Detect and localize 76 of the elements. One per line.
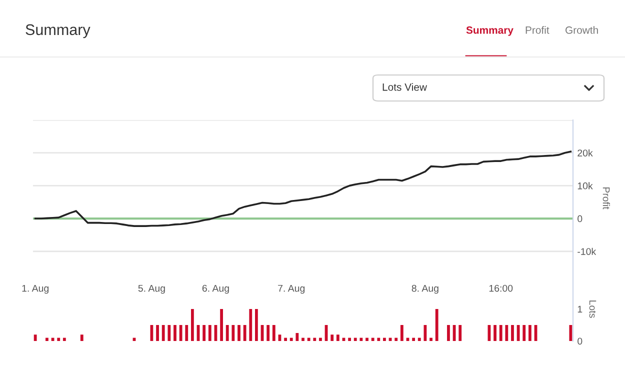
x-tick-label: 6. Aug	[202, 284, 229, 294]
chart-title: Summary	[26, 24, 90, 38]
bar	[394, 338, 398, 341]
bar	[366, 338, 368, 341]
bar	[336, 334, 340, 341]
bar	[412, 338, 416, 341]
bar	[208, 325, 212, 341]
bar	[46, 338, 48, 341]
bar	[400, 325, 404, 341]
bar	[156, 325, 159, 341]
bar	[319, 338, 322, 341]
y-tick-label: 0	[578, 215, 582, 222]
bar	[371, 338, 374, 341]
bar	[569, 325, 572, 341]
bar	[505, 325, 508, 341]
bar	[528, 325, 532, 341]
bar	[185, 325, 188, 341]
x-tick-label: 8. Aug	[412, 284, 438, 294]
bar	[57, 338, 60, 341]
bar	[232, 325, 235, 341]
bar	[494, 325, 496, 341]
bar	[202, 325, 206, 341]
bar	[284, 338, 287, 341]
text: Summary	[466, 26, 514, 36]
bar	[179, 325, 182, 341]
bar	[266, 325, 270, 341]
bar	[238, 325, 240, 341]
text: Profit	[526, 26, 550, 34]
bar	[62, 338, 66, 341]
bar	[307, 338, 310, 341]
y-tick-label: 20k	[578, 149, 593, 156]
bar	[190, 309, 194, 341]
bar	[377, 338, 380, 341]
bar	[313, 338, 316, 341]
bar	[249, 309, 252, 341]
y-axis-title: Lots	[589, 300, 596, 318]
x-tick-label: 5. Aug	[138, 284, 165, 294]
text: Growth	[566, 26, 598, 34]
x-tick-label: 7. Aug	[278, 284, 305, 294]
bar	[296, 333, 299, 341]
bar	[162, 325, 165, 341]
bar	[516, 325, 520, 341]
bar	[430, 338, 432, 341]
x-tick-label: 16:00	[489, 284, 513, 292]
bar	[418, 338, 421, 341]
bar	[360, 338, 363, 341]
bar	[168, 325, 171, 341]
bar	[220, 309, 223, 341]
bar	[511, 325, 514, 341]
bar	[302, 338, 304, 341]
bar	[348, 338, 352, 341]
bar	[458, 325, 462, 341]
bar	[290, 338, 293, 341]
y-tick-label: -10k	[578, 248, 596, 255]
bar	[226, 325, 229, 341]
bar	[243, 325, 246, 341]
y-tick-label: 1	[578, 306, 582, 313]
y-tick-label: 0	[578, 338, 582, 345]
bar	[522, 325, 526, 341]
bar	[272, 325, 276, 341]
bar	[330, 334, 334, 341]
line-series	[34, 150, 572, 227]
bar	[354, 338, 357, 341]
bar	[424, 325, 427, 341]
y-axis-title: Profit	[602, 187, 610, 210]
bar	[383, 338, 386, 341]
bar	[80, 334, 84, 341]
bar	[174, 325, 176, 341]
x-tick-label: 1. Aug	[22, 284, 48, 294]
bar	[34, 334, 37, 341]
bar	[435, 309, 438, 341]
bar	[447, 325, 450, 341]
y-tick-label: 10k	[578, 182, 593, 190]
bar	[254, 309, 258, 341]
bar	[499, 325, 502, 341]
text: Lots View	[382, 83, 428, 91]
